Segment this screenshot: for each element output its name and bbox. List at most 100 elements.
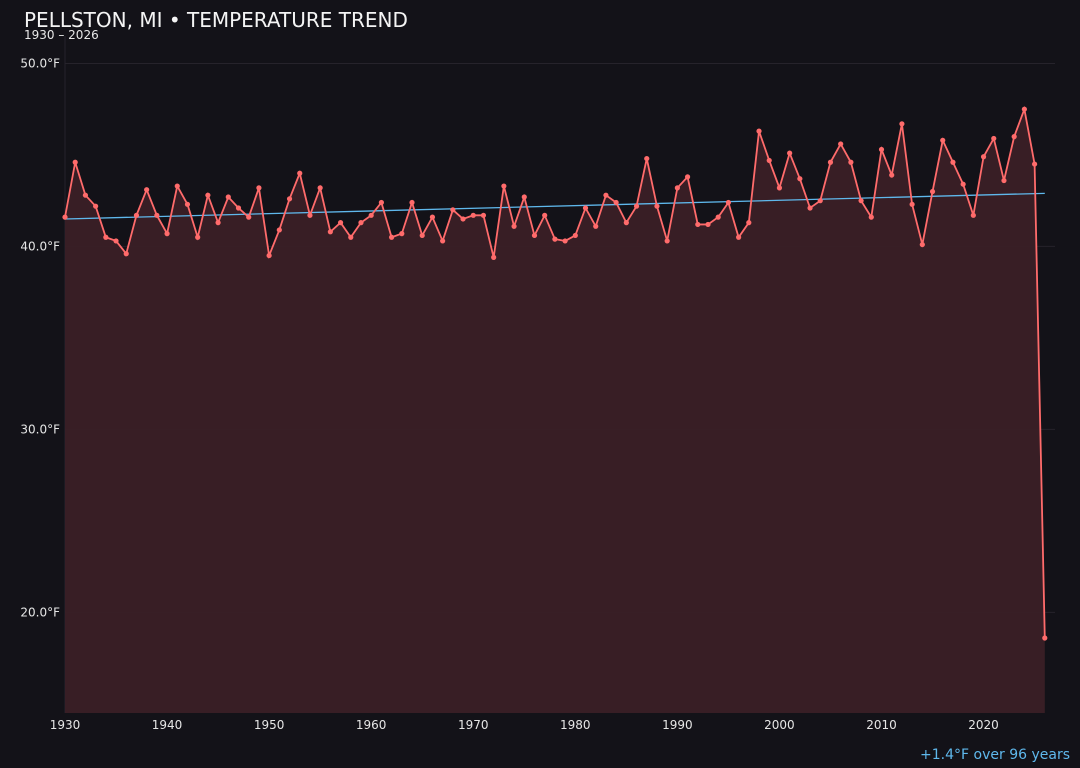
data-point bbox=[746, 220, 752, 226]
data-point bbox=[929, 188, 936, 195]
data-point bbox=[664, 238, 670, 244]
data-point bbox=[623, 220, 629, 226]
data-point bbox=[348, 234, 354, 240]
data-point bbox=[317, 185, 323, 191]
trend-annotation: +1.4°F over 96 years bbox=[920, 747, 1070, 763]
data-point bbox=[817, 198, 823, 204]
data-point bbox=[440, 238, 446, 244]
data-point bbox=[72, 159, 78, 165]
data-point bbox=[695, 221, 701, 228]
data-point bbox=[562, 238, 568, 244]
data-point bbox=[889, 172, 895, 178]
data-point bbox=[838, 141, 844, 147]
data-point bbox=[787, 150, 793, 156]
x-tick-label: 2000 bbox=[764, 718, 795, 732]
x-tick-label: 1940 bbox=[152, 718, 183, 732]
data-point bbox=[970, 212, 976, 218]
data-point bbox=[766, 157, 772, 164]
data-point bbox=[62, 214, 68, 220]
x-tick-label: 1950 bbox=[254, 718, 285, 732]
data-point bbox=[337, 220, 344, 226]
data-point bbox=[378, 199, 384, 206]
data-point bbox=[409, 199, 415, 206]
data-point bbox=[725, 199, 732, 206]
data-point bbox=[256, 185, 262, 191]
data-point bbox=[327, 229, 333, 235]
x-tick-label: 1930 bbox=[50, 718, 81, 732]
data-point bbox=[246, 214, 252, 220]
data-point bbox=[756, 128, 762, 134]
data-point bbox=[736, 234, 742, 240]
data-point bbox=[1031, 161, 1038, 167]
data-point bbox=[705, 221, 711, 228]
data-point bbox=[960, 181, 966, 187]
data-point bbox=[654, 203, 660, 209]
data-point bbox=[388, 234, 395, 240]
data-point bbox=[195, 234, 201, 240]
data-point bbox=[501, 183, 507, 189]
data-point bbox=[848, 159, 854, 165]
data-point bbox=[950, 159, 956, 165]
data-point bbox=[235, 205, 242, 211]
data-point bbox=[572, 232, 578, 239]
data-point bbox=[827, 159, 834, 165]
data-point bbox=[103, 234, 109, 240]
data-point bbox=[603, 192, 609, 198]
y-tick-label: 30.0°F bbox=[20, 422, 60, 436]
data-point bbox=[1042, 635, 1048, 641]
data-point bbox=[276, 227, 282, 233]
data-point bbox=[266, 252, 272, 259]
data-point bbox=[225, 194, 231, 200]
data-point bbox=[215, 220, 221, 226]
data-point bbox=[429, 214, 436, 220]
data-point bbox=[164, 231, 170, 237]
data-point bbox=[633, 203, 640, 209]
data-point bbox=[980, 154, 987, 160]
data-point bbox=[358, 220, 364, 226]
data-point bbox=[878, 146, 885, 153]
data-point bbox=[797, 176, 803, 182]
trend-line bbox=[64, 192, 1045, 220]
data-point bbox=[1021, 106, 1027, 112]
data-point bbox=[776, 185, 783, 191]
chart-subtitle: 1930 – 2026 bbox=[24, 28, 99, 42]
series-area bbox=[65, 109, 1045, 713]
data-point bbox=[82, 192, 89, 198]
data-point bbox=[644, 155, 650, 162]
data-point bbox=[909, 201, 915, 207]
data-point bbox=[531, 232, 538, 239]
data-point bbox=[613, 199, 619, 206]
data-point bbox=[154, 212, 160, 218]
data-point bbox=[205, 192, 211, 198]
data-point bbox=[919, 241, 925, 248]
data-point bbox=[1001, 177, 1007, 184]
data-point bbox=[684, 174, 691, 180]
x-tick-label: 2010 bbox=[866, 718, 897, 732]
data-point bbox=[133, 212, 140, 218]
data-point bbox=[297, 170, 303, 176]
y-tick-label: 20.0°F bbox=[20, 605, 60, 619]
data-point bbox=[868, 214, 874, 220]
data-point bbox=[123, 251, 129, 257]
data-point bbox=[899, 121, 905, 127]
data-point bbox=[593, 223, 599, 229]
data-point bbox=[480, 212, 487, 218]
data-point bbox=[521, 194, 527, 200]
x-tick-label: 2020 bbox=[968, 718, 999, 732]
data-point bbox=[113, 238, 119, 244]
data-point bbox=[470, 212, 476, 218]
data-point bbox=[460, 216, 466, 222]
data-point bbox=[542, 212, 548, 218]
data-point bbox=[1011, 134, 1017, 140]
y-tick-label: 40.0°F bbox=[20, 239, 60, 253]
data-point bbox=[715, 214, 721, 220]
x-tick-label: 1980 bbox=[560, 718, 591, 732]
data-point bbox=[491, 254, 497, 260]
data-point bbox=[399, 231, 405, 237]
x-tick-label: 1970 bbox=[458, 718, 489, 732]
data-point bbox=[307, 212, 313, 218]
x-tick-label: 1960 bbox=[356, 718, 387, 732]
data-point bbox=[858, 198, 864, 204]
data-point bbox=[174, 183, 180, 189]
